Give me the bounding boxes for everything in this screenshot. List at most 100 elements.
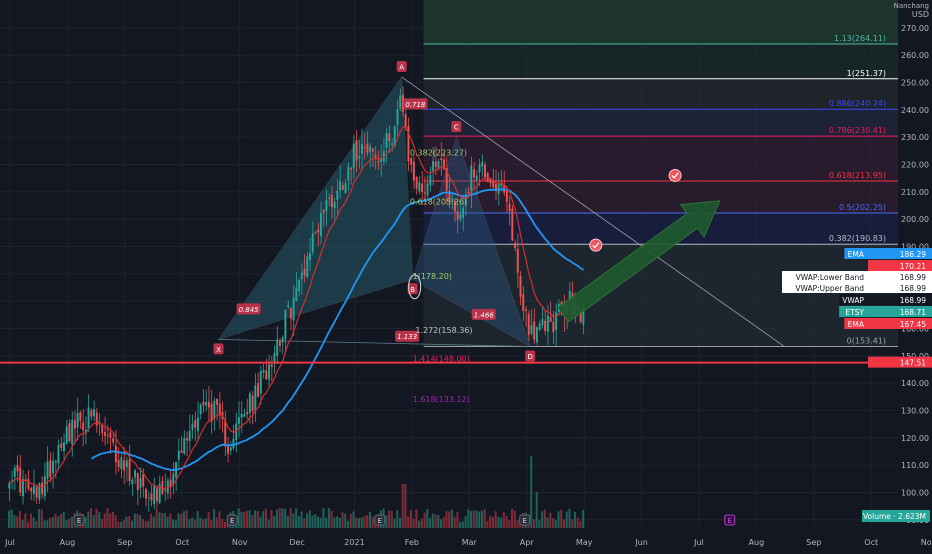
volume-bar xyxy=(322,508,325,528)
candle-body xyxy=(27,479,30,489)
candle-body xyxy=(437,161,440,169)
candle-body xyxy=(511,208,514,241)
candle-body xyxy=(150,493,153,501)
volume-bar xyxy=(308,510,311,528)
candle-body xyxy=(169,479,172,487)
candle-body xyxy=(549,317,552,322)
candle-body xyxy=(527,314,530,336)
ratio-badge xyxy=(236,303,261,315)
volume-bar xyxy=(297,515,300,528)
candle-body xyxy=(246,412,249,415)
candles[interactable] xyxy=(8,86,585,512)
candle-body xyxy=(582,306,585,325)
candle-body xyxy=(191,423,194,430)
y-tick-label: 120.00 xyxy=(901,434,929,443)
candle-body xyxy=(325,199,328,211)
volume-bar xyxy=(434,514,437,528)
volume-bar xyxy=(420,518,423,528)
candle-body xyxy=(98,421,101,423)
volume-bar xyxy=(366,515,369,528)
ratio-label: 1.133 xyxy=(397,333,417,341)
candle-body xyxy=(153,486,156,505)
candle-body xyxy=(391,143,393,145)
candle-body xyxy=(210,403,213,422)
candle-body xyxy=(257,383,260,397)
candle-body xyxy=(393,126,396,147)
volume-bar xyxy=(218,511,221,528)
ratio-label: 0.718 xyxy=(405,101,426,109)
candle-body xyxy=(434,161,437,167)
candle-body xyxy=(139,478,142,488)
candle-body xyxy=(555,312,558,330)
x-tick-label: Jul xyxy=(4,538,15,547)
candle-body xyxy=(273,352,276,364)
candle-body xyxy=(145,489,147,499)
volume-bar xyxy=(133,513,136,528)
candle-body xyxy=(30,487,33,492)
candle-body xyxy=(172,473,175,485)
candle-body xyxy=(243,413,246,417)
volume-bar xyxy=(196,510,199,528)
indicator-value-tag xyxy=(868,318,932,329)
candle-body xyxy=(278,340,281,346)
volume-bar xyxy=(439,519,443,528)
support-tag xyxy=(868,356,932,368)
candle-body xyxy=(333,202,336,209)
volume-bar xyxy=(448,511,451,528)
ema-fast-line xyxy=(9,126,584,490)
volume-bar xyxy=(152,516,155,528)
pattern-point-marker xyxy=(451,121,462,133)
candle-body xyxy=(347,166,350,181)
volume-bar xyxy=(549,512,552,528)
candle-body xyxy=(120,457,123,469)
y-tick-label: 250.00 xyxy=(901,79,929,88)
target-marker xyxy=(589,238,603,252)
candle-body xyxy=(155,488,158,502)
volume-bar xyxy=(393,518,396,528)
candle-body xyxy=(306,256,309,277)
volume-bar xyxy=(568,508,571,528)
fib-zone xyxy=(423,43,898,79)
candle-body xyxy=(385,132,388,148)
volume-bar xyxy=(13,515,16,528)
volume-bar xyxy=(155,508,158,528)
volume-bar xyxy=(273,516,276,528)
volume-bar xyxy=(295,508,298,528)
volume-bar xyxy=(24,513,27,528)
volume-bar xyxy=(543,509,546,528)
volume-bar xyxy=(193,519,196,528)
volume-bar xyxy=(144,521,147,528)
candle-body xyxy=(546,315,549,332)
candle-body xyxy=(377,160,380,163)
candle-body xyxy=(336,190,339,200)
pattern-triangle xyxy=(412,135,531,348)
volume-bar xyxy=(131,520,134,528)
volume-bar xyxy=(371,516,374,528)
candle-body xyxy=(114,445,117,463)
pattern-point-marker xyxy=(525,350,536,362)
candle-body xyxy=(475,175,478,180)
volume-bar xyxy=(552,518,555,528)
volume-bar xyxy=(240,511,243,528)
candle-body xyxy=(229,447,232,451)
volume-bar xyxy=(286,516,289,528)
projection-arrow xyxy=(557,200,721,323)
pattern-level-label: 0.382(223.27) xyxy=(410,148,467,157)
candle-body xyxy=(369,146,372,152)
candle-body xyxy=(330,195,333,208)
pattern-level-label: 1(178.20) xyxy=(413,272,452,281)
fib-zone xyxy=(423,181,898,214)
volume-bar xyxy=(316,516,319,528)
indicator-name: EMA xyxy=(848,250,865,259)
x-tick-label: Jul xyxy=(693,538,704,547)
candle-body xyxy=(295,287,298,302)
volume-bar xyxy=(35,521,38,528)
volume-bar xyxy=(516,520,519,528)
y-tick-label: 100.00 xyxy=(901,488,929,497)
target-marker xyxy=(668,168,682,182)
candle-body xyxy=(161,480,164,494)
volume-bar xyxy=(582,509,585,528)
indicator-value: 168.71 xyxy=(900,308,926,317)
pattern-point-label: A xyxy=(399,64,404,72)
